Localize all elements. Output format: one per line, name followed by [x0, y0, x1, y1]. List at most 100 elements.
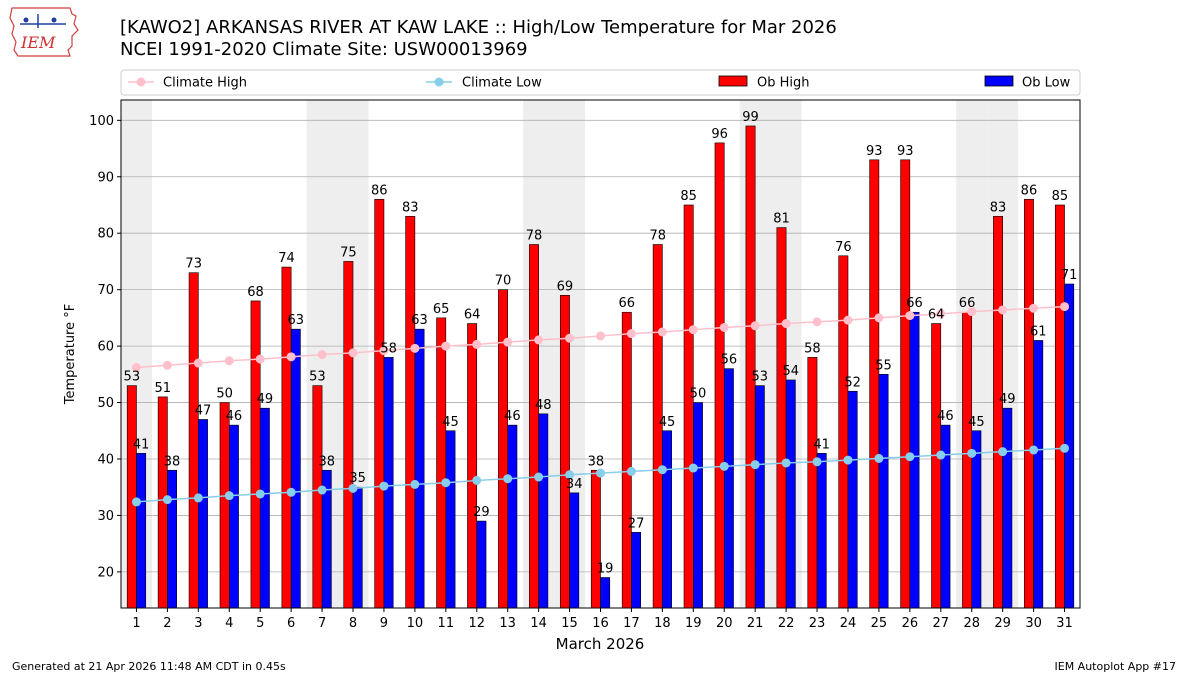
climate-high-point — [874, 313, 884, 323]
ob-low-bar — [847, 390, 858, 609]
y-tick-label: 90 — [97, 170, 114, 185]
x-tick-label: 10 — [407, 616, 424, 631]
ob-high-label: 53 — [124, 370, 141, 385]
ob-low-bar — [569, 492, 580, 609]
climate-low-point — [719, 461, 729, 471]
climate-low-point — [472, 475, 482, 485]
climate-high-point — [441, 341, 451, 351]
ob-high-bar — [188, 272, 199, 609]
ob-high-label: 51 — [154, 381, 171, 396]
x-tick-label: 25 — [871, 616, 888, 631]
ob-low-label: 53 — [752, 370, 769, 385]
ob-low-bar — [693, 402, 703, 609]
ob-high-label: 86 — [371, 183, 388, 198]
ob-high-label: 86 — [1021, 183, 1038, 198]
ob-high-bar — [405, 215, 416, 609]
climate-high-point — [626, 329, 636, 339]
ob-high-bar — [219, 402, 230, 609]
ob-low-bar — [754, 385, 765, 609]
ob-low-label: 41 — [813, 437, 830, 452]
ob-low-label: 38 — [318, 454, 335, 469]
ob-high-label: 66 — [619, 296, 636, 311]
legend-ob-high-label: Ob High — [757, 76, 810, 91]
ob-low-label: 41 — [133, 437, 150, 452]
ob-low-label: 52 — [844, 375, 861, 390]
ob-high-label: 66 — [959, 296, 976, 311]
ob-high-label: 64 — [464, 308, 481, 323]
climate-high-point — [379, 346, 389, 356]
ob-low-bar — [816, 453, 827, 609]
ob-low-label: 58 — [380, 341, 397, 356]
climate-low-point — [874, 453, 884, 463]
legend-ob-low-swatch — [984, 75, 1014, 87]
ob-high-label: 85 — [1052, 189, 1069, 204]
ob-high-bar — [993, 215, 1003, 609]
ob-high-bar — [467, 323, 478, 609]
footer-generated: Generated at 21 Apr 2026 11:48 AM CDT in… — [12, 660, 286, 673]
x-tick-label: 21 — [747, 616, 764, 631]
climate-low-point — [998, 447, 1008, 457]
ob-high-label: 70 — [495, 274, 512, 289]
x-tick-label: 13 — [499, 616, 516, 631]
ob-high-label: 83 — [990, 200, 1007, 215]
ob-high-label: 93 — [897, 144, 914, 159]
climate-high-point — [534, 335, 544, 345]
x-tick-label: 4 — [225, 616, 233, 631]
x-tick-label: 5 — [256, 616, 264, 631]
ob-low-label: 47 — [195, 403, 212, 418]
ob-high-bar — [312, 385, 323, 609]
x-tick-label: 11 — [438, 616, 455, 631]
x-tick-label: 16 — [592, 616, 609, 631]
title-line-2: NCEI 1991-2020 Climate Site: USW00013969 — [120, 39, 528, 60]
legend: Climate High Climate Low Ob High Ob Low — [120, 69, 1081, 96]
climate-high-point — [131, 363, 141, 373]
x-tick-label: 29 — [994, 616, 1011, 631]
ob-high-bar — [683, 204, 694, 609]
climate-low-point — [534, 472, 544, 482]
y-axis-label: Temperature °F — [63, 304, 78, 405]
climate-high-point — [967, 307, 977, 317]
ob-high-label: 93 — [866, 144, 883, 159]
ob-high-label: 83 — [402, 200, 419, 215]
x-tick-label: 26 — [902, 616, 919, 631]
ob-low-bar — [198, 419, 208, 609]
y-tick-label: 60 — [97, 340, 114, 355]
climate-low-point — [750, 460, 760, 470]
ob-high-label: 73 — [185, 257, 202, 272]
climate-high-point — [657, 327, 667, 337]
x-tick-label: 3 — [194, 616, 202, 631]
ob-high-label: 65 — [433, 302, 450, 317]
climate-low-point — [410, 479, 420, 489]
x-tick-label: 18 — [654, 616, 671, 631]
ob-high-label: 68 — [247, 285, 264, 300]
ob-high-label: 99 — [742, 110, 759, 125]
ob-low-label: 45 — [968, 415, 985, 430]
ob-high-bar — [374, 199, 385, 609]
ob-high-label: 75 — [340, 245, 357, 260]
ob-low-bar — [167, 469, 177, 609]
climate-low-point — [162, 495, 172, 505]
y-tick-label: 20 — [97, 565, 114, 580]
ob-low-label: 46 — [937, 409, 954, 424]
ob-low-label: 54 — [782, 364, 799, 379]
legend-climate-high-label: Climate High — [163, 76, 247, 91]
ob-high-label: 64 — [928, 308, 945, 323]
x-tick-label: 30 — [1025, 616, 1042, 631]
x-tick-label: 17 — [623, 616, 640, 631]
ob-low-bar — [600, 577, 611, 609]
ob-high-bar — [745, 125, 756, 609]
ob-high-bar — [529, 244, 539, 609]
x-tick-label: 12 — [468, 616, 485, 631]
y-tick-label: 30 — [97, 509, 114, 524]
ob-high-bar — [776, 227, 787, 609]
ob-low-label: 61 — [1030, 324, 1047, 339]
ob-high-label: 85 — [680, 189, 697, 204]
climate-low-point — [1029, 445, 1039, 455]
climate-low-point — [781, 458, 791, 468]
climate-high-point — [596, 331, 605, 341]
ob-low-label: 48 — [535, 398, 552, 413]
legend-ob-high-swatch — [718, 75, 748, 87]
ob-low-label: 45 — [659, 415, 676, 430]
climate-low-point — [1060, 443, 1070, 453]
climate-high-point — [998, 305, 1008, 315]
